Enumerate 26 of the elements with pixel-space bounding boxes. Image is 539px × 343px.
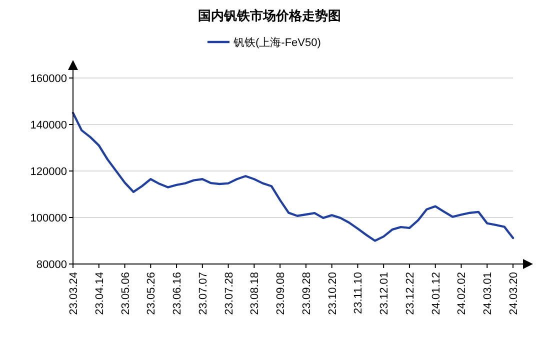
x-tick-label: 23.12.22 [404, 272, 416, 315]
x-tick-label: 23.10.20 [326, 272, 339, 315]
y-tick-label: 100000 [30, 212, 67, 224]
x-tick-label: 23.05.06 [120, 272, 132, 315]
y-tick-label: 160000 [30, 73, 67, 85]
x-tick-label: 23.04.14 [94, 272, 106, 315]
x-tick-label: 23.07.07 [197, 272, 210, 315]
x-tick-label: 23.05.26 [146, 272, 158, 315]
x-tick-label: 23.11.10 [352, 272, 365, 314]
x-tick-label: 23.07.28 [223, 272, 236, 315]
x-tick-label: 24.03.20 [508, 272, 520, 315]
x-tick-label: 23.06.16 [172, 272, 184, 315]
x-tick-label: 23.08.18 [249, 272, 262, 315]
y-tick-label: 140000 [30, 120, 67, 132]
y-tick-label: 80000 [36, 259, 67, 271]
x-tick-label: 24.03.01 [482, 272, 494, 315]
x-tick-label: 23.09.08 [275, 272, 288, 315]
x-tick-label: 23.03.24 [68, 272, 80, 315]
x-tick-label: 23.12.01 [378, 272, 391, 315]
y-tick-label: 120000 [30, 166, 67, 178]
chart-title: 国内钒铁市场价格走势图 [198, 8, 341, 23]
x-tick-label: 24.02.02 [456, 272, 468, 315]
legend-label: 钒铁(上海-FeV50) [232, 36, 321, 49]
x-tick-label: 23.09.28 [300, 272, 313, 315]
line-series [72, 112, 514, 242]
x-tick-label: 24.01.12 [430, 272, 442, 315]
